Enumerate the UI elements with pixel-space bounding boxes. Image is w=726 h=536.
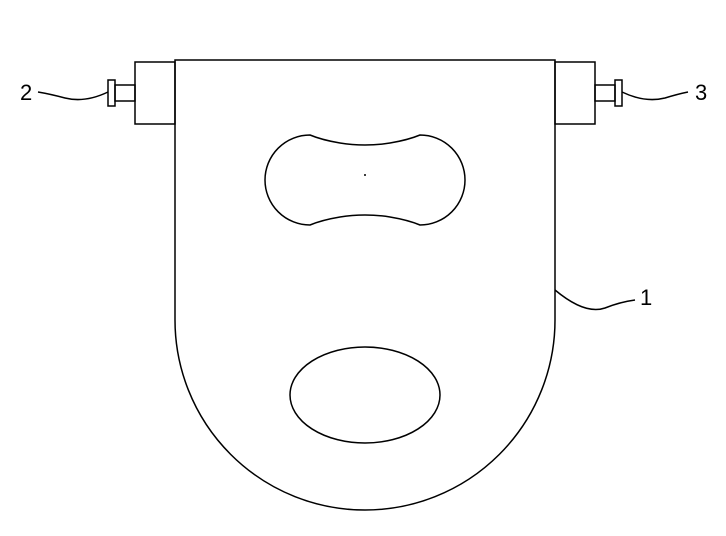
label-3: 3 (695, 80, 707, 106)
left-mount-pin (115, 85, 135, 101)
right-mount-pin (595, 85, 615, 101)
label-2: 2 (20, 80, 32, 106)
center-dot (364, 174, 366, 176)
technical-diagram: 1 2 3 (0, 0, 726, 531)
right-mount-block (555, 62, 595, 124)
leader-line-1 (555, 290, 635, 310)
upper-slot (265, 135, 465, 225)
diagram-svg (0, 0, 726, 531)
left-mount-block (135, 62, 175, 124)
label-1: 1 (640, 285, 652, 311)
leader-line-2 (38, 92, 108, 100)
lower-ellipse (290, 347, 440, 443)
left-mount-cap (108, 80, 115, 106)
right-mount-cap (615, 80, 622, 106)
leader-line-3 (622, 92, 688, 100)
